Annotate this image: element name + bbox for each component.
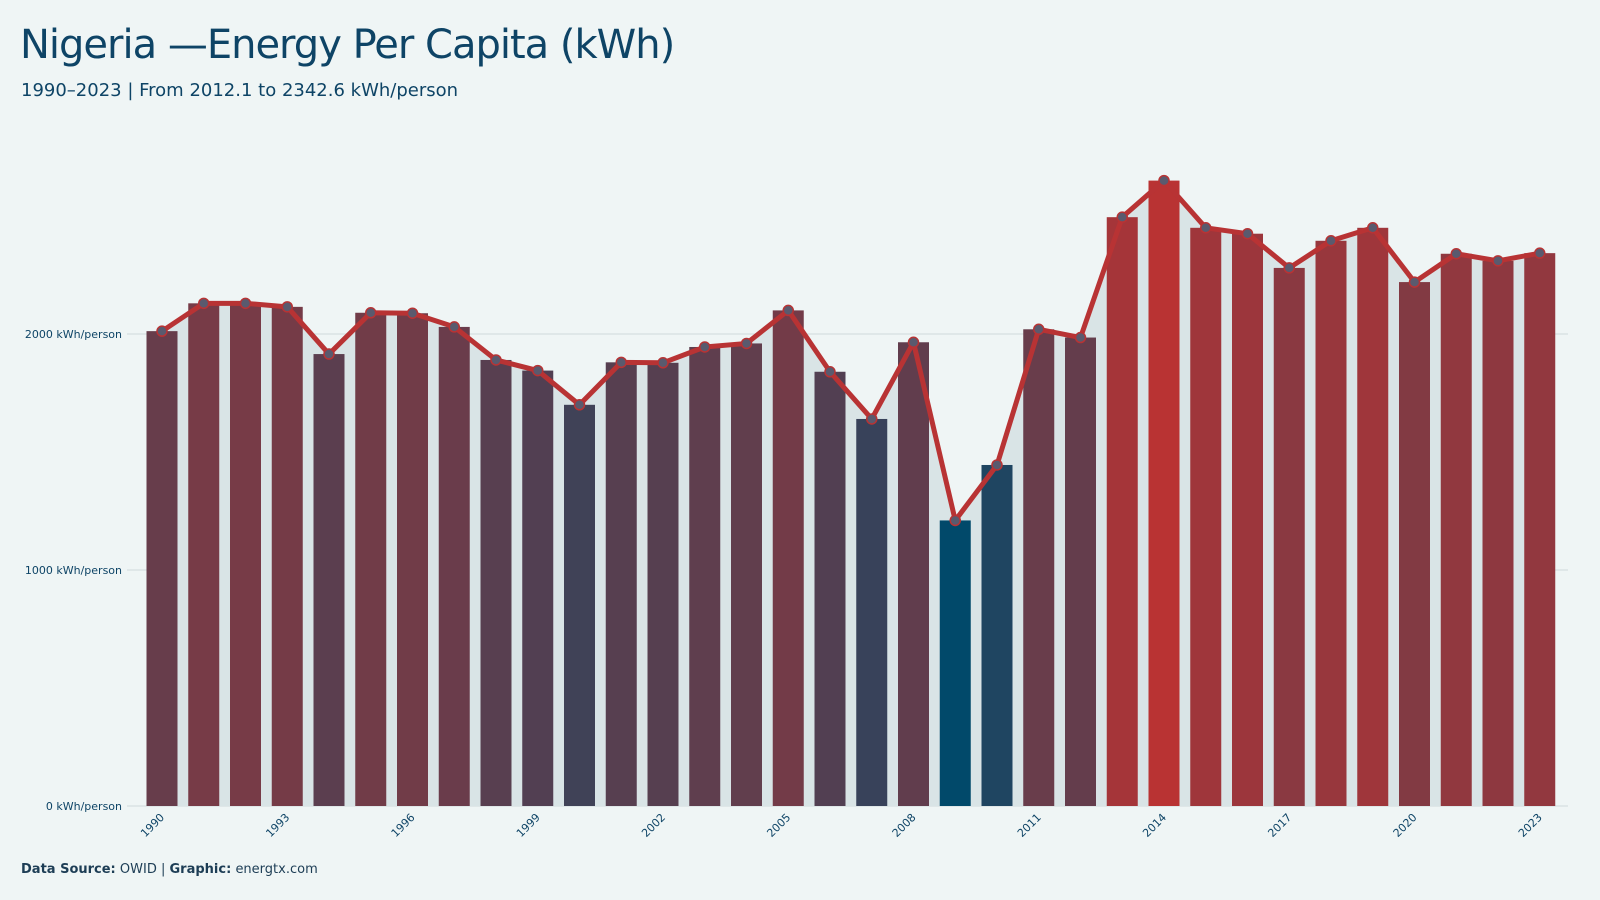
bar-2004 bbox=[731, 343, 762, 806]
point-1994 bbox=[323, 348, 335, 360]
bar-2018 bbox=[1315, 240, 1347, 806]
bar-2019 bbox=[1357, 227, 1389, 807]
point-1998 bbox=[490, 354, 502, 366]
point-2001 bbox=[615, 356, 627, 369]
point-1997 bbox=[448, 321, 460, 333]
point-2018 bbox=[1325, 235, 1337, 247]
point-1996 bbox=[406, 307, 419, 319]
bar-2022 bbox=[1482, 260, 1514, 807]
y-tick-label: 1000 kWh/person bbox=[25, 564, 122, 577]
x-tick-label: 2008 bbox=[890, 811, 919, 840]
y-tick-label: 0 kWh/person bbox=[46, 800, 122, 813]
bar-1990 bbox=[146, 331, 178, 806]
y-axis-ticks: 0 kWh/person 1000 kWh/person 2000 kWh/pers… bbox=[25, 328, 122, 813]
bar-layer bbox=[146, 180, 1556, 807]
point-2008 bbox=[907, 336, 920, 349]
point-2021 bbox=[1450, 248, 1462, 260]
bar-1991 bbox=[188, 303, 220, 806]
bar-2021 bbox=[1440, 253, 1472, 806]
bar-2005 bbox=[772, 310, 804, 806]
chart-subtitle: 1990–2023 | From 2012.1 to 2342.6 kWh/pe… bbox=[21, 80, 459, 101]
point-2005 bbox=[782, 304, 794, 317]
x-tick-label: 2017 bbox=[1265, 811, 1294, 840]
bar-2012 bbox=[1065, 337, 1096, 806]
point-1993 bbox=[281, 301, 293, 313]
bar-2016 bbox=[1232, 233, 1263, 806]
point-2019 bbox=[1367, 222, 1379, 234]
bar-2009 bbox=[939, 520, 971, 806]
point-1995 bbox=[365, 307, 377, 319]
source-label: Data Source: bbox=[21, 862, 116, 877]
source-value: OWID bbox=[119, 862, 157, 877]
chart-caption: Data Source: OWID | Graphic: energtx.com bbox=[21, 862, 318, 877]
point-2013 bbox=[1116, 211, 1128, 223]
x-tick-label: 2002 bbox=[639, 811, 668, 840]
bar-1998 bbox=[480, 359, 512, 806]
bar-2001 bbox=[605, 362, 637, 806]
bar-2017 bbox=[1273, 267, 1305, 806]
point-2003 bbox=[699, 341, 711, 353]
point-2011 bbox=[1033, 323, 1045, 336]
bar-1995 bbox=[355, 312, 387, 806]
point-2012 bbox=[1074, 331, 1087, 344]
bar-2011 bbox=[1023, 329, 1055, 806]
bar-2003 bbox=[689, 346, 721, 806]
x-tick-label: 2011 bbox=[1015, 811, 1044, 840]
point-2006 bbox=[824, 366, 836, 378]
chart-title: Nigeria —Energy Per Capita (kWh) bbox=[20, 22, 675, 68]
point-1999 bbox=[532, 364, 544, 377]
point-1991 bbox=[198, 297, 210, 310]
x-tick-label: 1990 bbox=[138, 811, 167, 840]
x-tick-label: 1999 bbox=[514, 811, 543, 840]
bar-2015 bbox=[1190, 227, 1222, 807]
bar-2014 bbox=[1148, 180, 1180, 807]
bar-1994 bbox=[313, 354, 345, 806]
x-tick-label: 1993 bbox=[263, 811, 292, 840]
bar-2002 bbox=[647, 362, 679, 806]
y-tick-label: 2000 kWh/person bbox=[25, 328, 122, 341]
bar-1992 bbox=[230, 303, 261, 806]
point-2004 bbox=[740, 337, 753, 350]
graphic-value: energtx.com bbox=[235, 862, 318, 877]
caption-separator: | bbox=[160, 862, 166, 877]
bar-2010 bbox=[981, 464, 1013, 806]
x-tick-label: 2005 bbox=[764, 811, 793, 840]
point-2022 bbox=[1492, 255, 1504, 267]
point-1990 bbox=[156, 325, 168, 337]
point-layer bbox=[156, 174, 1546, 527]
line-layer bbox=[159, 178, 1543, 523]
bar-1996 bbox=[397, 313, 428, 806]
point-2002 bbox=[657, 357, 669, 369]
bar-2006 bbox=[814, 371, 846, 806]
point-2017 bbox=[1283, 262, 1295, 274]
bar-1999 bbox=[522, 370, 554, 806]
bar-2023 bbox=[1524, 253, 1556, 807]
point-2020 bbox=[1408, 276, 1421, 288]
bar-2008 bbox=[898, 342, 929, 806]
graphic-label: Graphic: bbox=[169, 862, 232, 877]
bar-1993 bbox=[271, 306, 303, 806]
x-tick-label: 2023 bbox=[1516, 811, 1545, 840]
point-2023 bbox=[1534, 247, 1546, 259]
bar-2020 bbox=[1399, 282, 1430, 807]
bar-1997 bbox=[438, 326, 470, 806]
x-tick-label: 2014 bbox=[1140, 811, 1169, 840]
point-2016 bbox=[1241, 227, 1254, 240]
point-2010 bbox=[991, 459, 1003, 471]
x-axis-ticks: 1990 1993 1996 1999 2002 2005 2008 2011 2014 2017… bbox=[138, 811, 1545, 840]
x-tick-label: 1996 bbox=[389, 811, 418, 840]
bar-2000 bbox=[564, 404, 595, 806]
point-2007 bbox=[866, 413, 878, 425]
point-2000 bbox=[573, 399, 586, 411]
point-2014 bbox=[1158, 174, 1170, 187]
bar-2013 bbox=[1106, 217, 1138, 806]
point-2015 bbox=[1200, 222, 1212, 234]
series-line bbox=[159, 178, 1543, 523]
point-2009 bbox=[949, 514, 961, 527]
bar-2007 bbox=[856, 418, 888, 806]
x-tick-label: 2020 bbox=[1391, 811, 1420, 840]
point-1992 bbox=[239, 297, 252, 310]
